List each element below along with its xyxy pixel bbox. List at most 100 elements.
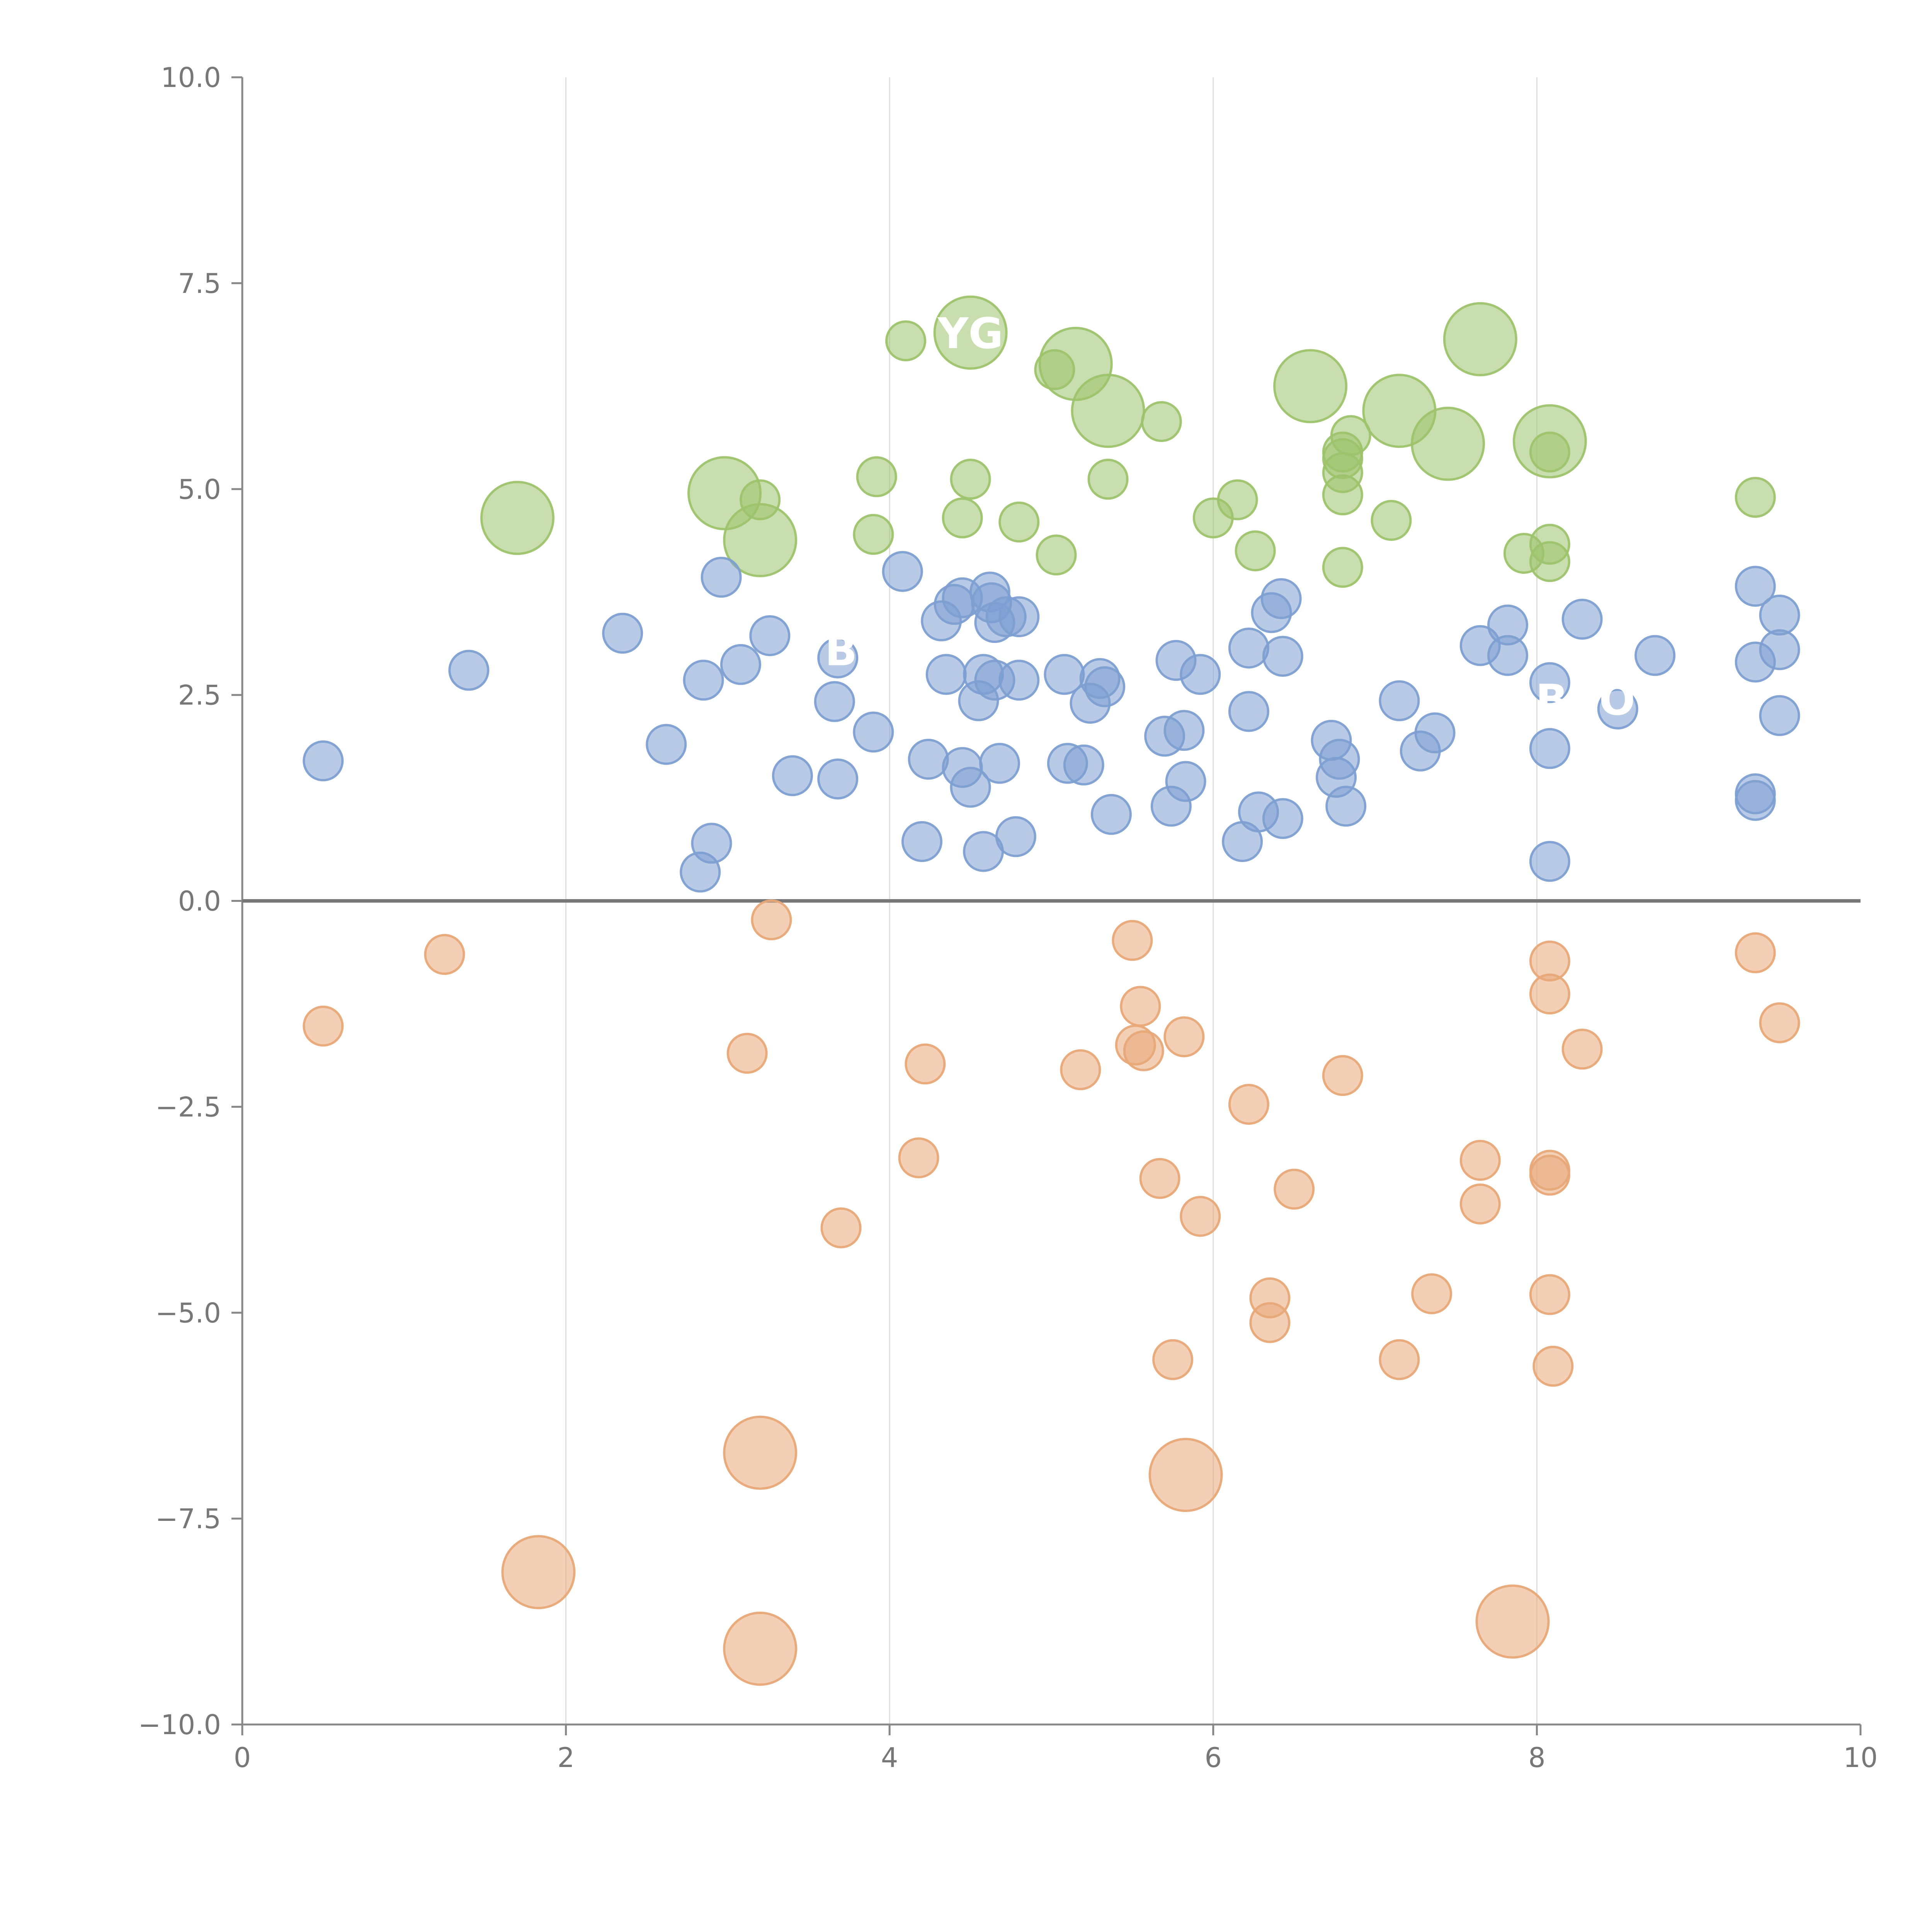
green-bubble (1087, 459, 1129, 500)
annotation-label-blue: BCO (1536, 675, 1635, 724)
blue-bubble (1529, 728, 1570, 769)
orange-bubble (1163, 1016, 1205, 1058)
blue-bubble (979, 743, 1020, 784)
blue-bubble (882, 551, 923, 592)
blue-bubble (1325, 786, 1367, 827)
orange-bubble (501, 1535, 576, 1609)
x-tick-label: 8 (1528, 1742, 1546, 1774)
blue-bubble (701, 556, 742, 598)
blue-bubble (1414, 712, 1456, 753)
blue-bubble (1063, 744, 1104, 786)
orange-bubble (905, 1043, 946, 1085)
y-tick-label: 7.5 (178, 268, 221, 299)
green-bubble (1071, 374, 1145, 448)
green-bubble (1735, 477, 1776, 518)
y-tick-label: −2.5 (155, 1091, 221, 1123)
green-bubble (1330, 415, 1371, 456)
blue-bubble (1759, 695, 1800, 736)
x-tick-label: 0 (234, 1742, 251, 1774)
y-tick-label: −5.0 (155, 1297, 221, 1329)
green-bubble (853, 514, 894, 555)
blue-bubble (1228, 691, 1269, 732)
blue-bubble (1319, 738, 1360, 780)
green-bubble (856, 456, 897, 497)
x-tick-label: 2 (557, 1742, 575, 1774)
green-bubble (1371, 500, 1412, 541)
orange-bubble (1152, 1339, 1194, 1380)
blue-bubble (448, 650, 490, 691)
orange-bubble (1411, 1273, 1452, 1315)
orange-bubble (1379, 1339, 1420, 1380)
blue-bubble (1084, 666, 1126, 707)
orange-bubble (1139, 1158, 1180, 1199)
annotation-label-green: YG (937, 309, 1003, 358)
green-bubble (942, 497, 983, 539)
data-annotations: YG B BCO (825, 309, 1635, 725)
orange-bubble (1148, 1438, 1223, 1512)
blue-bubble (1163, 710, 1205, 751)
blue-bubble (1487, 635, 1529, 676)
orange-bubble (723, 1611, 798, 1686)
blue-bubble (925, 654, 967, 695)
green-bubble (998, 502, 1040, 543)
blue-bubble (1260, 578, 1302, 619)
blue-bubble (772, 755, 813, 796)
blue-bubble (1379, 680, 1420, 721)
orange-bubble (1120, 986, 1161, 1027)
orange-bubble (1112, 920, 1153, 961)
annotation-label-blue: B (825, 626, 857, 675)
orange-bubble (1532, 1345, 1574, 1387)
blue-bubble (1529, 841, 1570, 882)
orange-bubble (1274, 1168, 1315, 1210)
blue-bubble (1759, 594, 1800, 636)
green-bubble (480, 481, 554, 555)
blue-bubble (720, 644, 761, 685)
orange-bubble (1475, 1584, 1550, 1659)
orange-bubble (1228, 1083, 1269, 1125)
orange-bubble (751, 899, 792, 940)
blue-bubble (817, 759, 859, 800)
orange-bubble (1529, 1274, 1570, 1315)
orange-bubble (1322, 1055, 1363, 1096)
blue-bubble (1228, 628, 1269, 669)
blue-bubble (1090, 794, 1132, 835)
data-points (303, 295, 1800, 1686)
y-tick-label: −10.0 (138, 1709, 221, 1741)
blue-bubble (646, 724, 687, 765)
green-bubble (933, 295, 1008, 370)
green-bubble (1529, 431, 1570, 473)
blue-bubble (817, 637, 859, 679)
blue-bubble (1735, 780, 1776, 821)
orange-bubble (303, 1005, 344, 1047)
orange-bubble (424, 934, 465, 975)
blue-bubble (908, 738, 949, 780)
blue-bubble (998, 596, 1040, 638)
blue-bubble (303, 740, 344, 782)
orange-bubble (1759, 1002, 1800, 1043)
orange-bubble (726, 1032, 768, 1074)
orange-bubble (820, 1207, 862, 1248)
orange-bubble (1529, 1155, 1570, 1196)
green-bubble (1322, 547, 1363, 588)
blue-bubble (853, 711, 894, 753)
y-tick-label: 2.5 (178, 680, 221, 711)
blue-bubble (995, 816, 1036, 857)
green-bubble (885, 320, 927, 362)
blue-bubble (691, 823, 732, 864)
orange-bubble (1735, 932, 1776, 973)
blue-bubble (950, 767, 991, 808)
x-tick-label: 10 (1843, 1742, 1878, 1774)
orange-bubble (1180, 1196, 1221, 1237)
green-bubble (1235, 530, 1276, 571)
blue-bubble (1262, 636, 1303, 677)
green-bubble (1411, 406, 1485, 481)
blue-bubble (1529, 662, 1570, 703)
blue-bubble (1561, 599, 1603, 640)
blue-bubble (749, 615, 791, 656)
blue-bubble (1180, 654, 1221, 695)
blue-bubble (814, 681, 855, 722)
green-bubble (1036, 534, 1077, 576)
x-tick-label: 6 (1205, 1742, 1222, 1774)
green-bubble (740, 479, 781, 520)
